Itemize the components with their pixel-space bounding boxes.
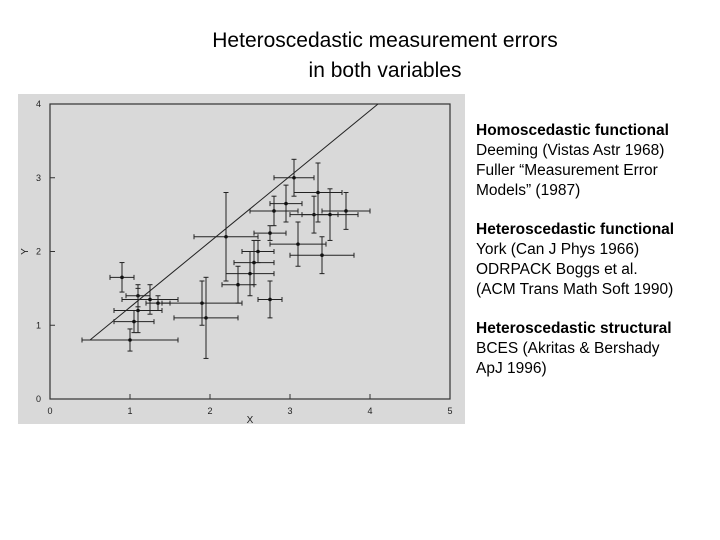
y-tick-label: 4 [36, 99, 41, 109]
x-tick-label: 4 [367, 406, 372, 416]
data-point [200, 301, 204, 305]
data-point [344, 209, 348, 213]
reference-heading: Homoscedastic functional [476, 122, 669, 139]
y-tick-label: 2 [36, 247, 41, 257]
reference-line: ODRPACK Boggs et al. [476, 261, 638, 278]
y-tick-label: 3 [36, 173, 41, 183]
reference-line: Fuller “Measurement Error [476, 162, 658, 179]
x-tick-label: 0 [47, 406, 52, 416]
reference-group: Heteroscedastic structural BCES (Akritas … [476, 319, 716, 379]
slide-title: Heteroscedastic measurement errors in bo… [110, 26, 660, 86]
slide-title-line-1: Heteroscedastic measurement errors [212, 29, 558, 52]
data-point [272, 209, 276, 213]
data-point [296, 242, 300, 246]
data-point [224, 234, 228, 239]
reference-heading: Heteroscedastic functional [476, 221, 675, 238]
y-axis-label: Y [20, 248, 31, 255]
x-tick-label: 5 [447, 406, 452, 416]
plot-background [18, 94, 465, 424]
data-point [268, 231, 272, 235]
x-tick-label: 3 [287, 406, 292, 416]
data-point [120, 275, 124, 280]
data-point [256, 249, 260, 254]
x-tick-label: 1 [127, 406, 132, 416]
slide-title-line-2: in both variables [308, 59, 462, 82]
reference-heading: Heteroscedastic structural [476, 320, 672, 337]
data-point [148, 297, 152, 302]
data-point [248, 271, 252, 276]
reference-line: York (Can J Phys 1966) [476, 241, 640, 258]
reference-line: Deeming (Vistas Astr 1968) [476, 142, 665, 159]
data-point [284, 201, 288, 206]
reference-line: ApJ 1996) [476, 360, 547, 377]
data-point [292, 175, 296, 180]
reference-line: BCES (Akritas & Bershady [476, 340, 660, 357]
reference-group: Heteroscedastic functional York (Can J Ph… [476, 220, 716, 300]
y-tick-label: 0 [36, 394, 41, 404]
reference-line: (ACM Trans Math Soft 1990) [476, 281, 674, 298]
scatter-plot: 0 1 2 3 4 5 0 1 2 3 4 X Y [18, 94, 465, 424]
data-point [328, 212, 332, 217]
data-point [156, 301, 160, 305]
data-point [320, 253, 324, 257]
data-point [132, 319, 136, 324]
data-point [236, 282, 240, 287]
data-point [136, 308, 140, 313]
x-axis-label: X [247, 415, 254, 424]
x-tick-label: 2 [207, 406, 212, 416]
y-tick-label: 1 [36, 320, 41, 330]
data-point [268, 297, 272, 302]
data-point [128, 338, 132, 342]
reference-list: Homoscedastic functional Deeming (Vistas … [476, 121, 716, 398]
reference-group: Homoscedastic functional Deeming (Vistas … [476, 121, 716, 201]
data-point [204, 316, 208, 320]
scatter-plot-svg: 0 1 2 3 4 5 0 1 2 3 4 X Y [18, 94, 465, 424]
reference-line: Models” (1987) [476, 182, 581, 199]
data-point [252, 260, 256, 265]
data-point [316, 190, 320, 195]
